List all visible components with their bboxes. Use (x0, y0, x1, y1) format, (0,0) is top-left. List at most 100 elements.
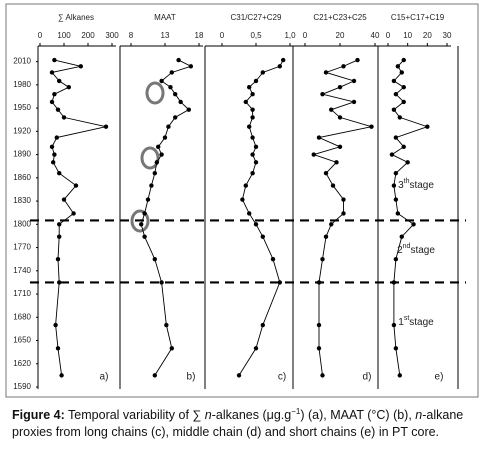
data-point (399, 234, 404, 239)
figure: 2010198019501920189018601830180017701740… (5, 3, 479, 398)
y-tick-label: 2010 (13, 57, 31, 66)
data-point (55, 256, 61, 262)
data-point (52, 91, 57, 97)
x-tick-label: 200 (81, 31, 95, 40)
data-point (145, 197, 151, 202)
data-point (236, 373, 242, 378)
data-point (55, 346, 61, 351)
x-tick-label: 0 (220, 31, 225, 40)
data-point (397, 115, 402, 120)
data-point (149, 183, 154, 188)
data-point (250, 170, 255, 176)
caption-text: n (415, 408, 423, 423)
data-point (240, 197, 245, 202)
x-tick-label: 13 (161, 31, 170, 40)
data-point (176, 57, 181, 63)
data-point (393, 135, 399, 140)
data-point (54, 135, 59, 140)
x-tick-label: 30 (443, 31, 452, 40)
y-tick-label: 1920 (13, 126, 31, 135)
highlight-circle (145, 81, 165, 105)
data-point (159, 280, 164, 285)
data-point (253, 144, 259, 150)
x-tick-label: 20 (336, 31, 345, 40)
data-point (337, 144, 343, 150)
data-point (103, 124, 109, 129)
y-tick-label: 1980 (13, 80, 31, 89)
data-point (250, 107, 255, 112)
caption-text: Temporal variability of ∑ (68, 408, 205, 423)
y-tick-label: 1800 (13, 219, 31, 228)
data-point (243, 99, 248, 105)
data-point (369, 124, 374, 129)
caption-text: n (204, 408, 212, 423)
stage-label: 1ststage (398, 315, 434, 328)
caption: Figure 4: Temporal variability of ∑ n-al… (12, 403, 474, 441)
data-point (52, 57, 57, 63)
data-point (139, 222, 144, 227)
data-point (61, 115, 67, 120)
data-point (320, 256, 325, 262)
x-tick-label: 0,5 (250, 31, 262, 40)
data-point (57, 234, 62, 239)
data-point (351, 78, 357, 84)
data-point (351, 99, 357, 105)
data-point (59, 373, 64, 378)
data-point (395, 211, 401, 216)
data-point (247, 211, 252, 216)
data-point (355, 57, 360, 63)
x-tick-label: 0 (303, 31, 308, 40)
panel-letter: c) (278, 372, 286, 383)
profile-line (312, 59, 372, 376)
stage-word: stage (409, 317, 434, 328)
data-point (397, 373, 402, 378)
data-point (329, 107, 334, 112)
data-point (393, 346, 399, 351)
data-point (166, 124, 171, 129)
data-point (330, 183, 336, 188)
profile-line (391, 59, 429, 376)
figure-border (5, 3, 479, 398)
x-tick-label: 40 (371, 31, 380, 40)
data-point (391, 183, 397, 188)
data-point (173, 115, 178, 120)
stage-word: stage (409, 180, 434, 191)
data-point (391, 322, 397, 328)
stage-number: 1 (398, 317, 404, 328)
data-point (53, 322, 58, 328)
y-tick-label: 1830 (13, 196, 31, 205)
data-point (320, 91, 325, 97)
caption-text: -alkanes (μg.g (211, 408, 292, 423)
data-point (55, 107, 61, 112)
data-point (152, 256, 157, 262)
data-point (162, 135, 168, 140)
stage-word: stage (410, 245, 435, 256)
data-point (341, 197, 346, 202)
data-point (169, 346, 174, 351)
data-point (142, 211, 147, 216)
stage-label: 2ndstage (397, 243, 435, 256)
highlight-circle (140, 146, 160, 170)
data-point (316, 135, 322, 140)
y-tick-label: 1890 (13, 150, 31, 159)
data-point (341, 211, 346, 216)
data-point (395, 64, 401, 69)
highlight-circle (130, 209, 150, 233)
x-tick-label: 300 (105, 31, 119, 40)
data-point (270, 256, 276, 262)
data-point (156, 144, 161, 150)
data-point (169, 70, 174, 75)
y-tick-label: 1950 (13, 103, 31, 112)
data-point (334, 160, 339, 165)
x-tick-label: 8 (129, 31, 134, 40)
stage-number: 3 (398, 180, 404, 191)
data-point (401, 144, 406, 150)
panel-title: MAAT (154, 13, 176, 22)
caption-text: −1 (291, 407, 301, 416)
y-tick-label: 1860 (13, 173, 31, 182)
data-point (178, 99, 183, 105)
x-tick-label: 0 (386, 31, 391, 40)
data-point (247, 124, 252, 129)
data-point (250, 115, 255, 120)
data-point (247, 84, 252, 90)
